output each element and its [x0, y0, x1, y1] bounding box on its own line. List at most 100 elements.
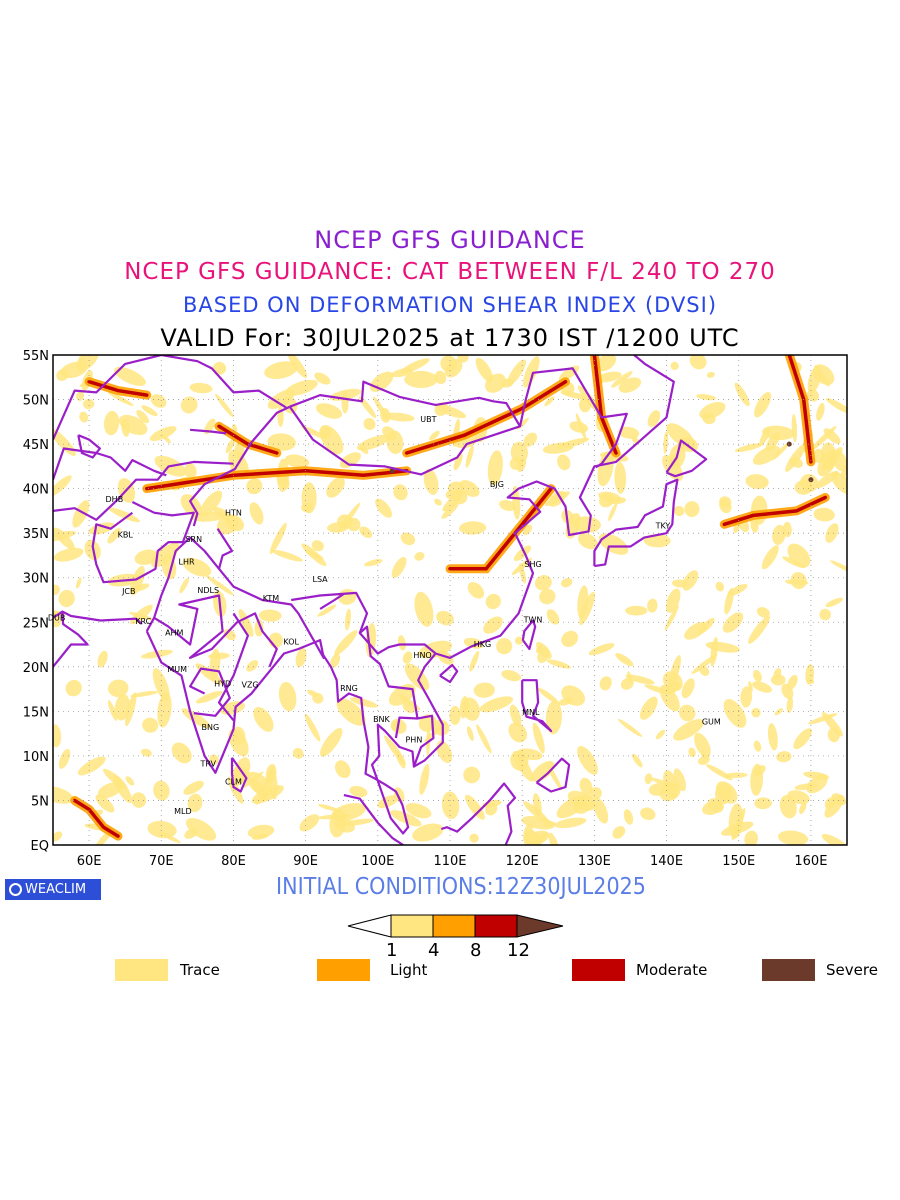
- trace-area: [719, 499, 732, 514]
- trace-area: [806, 677, 815, 685]
- colorbar-bin-3: [474, 914, 518, 938]
- trace-area: [432, 719, 450, 736]
- latitude-tick-label: 15N: [23, 705, 49, 720]
- trace-area: [734, 382, 750, 407]
- trace-area: [103, 410, 120, 436]
- product-title: NCEP GFS GUIDANCE: CAT BETWEEN F/L 240 T…: [124, 259, 776, 285]
- trace-area: [301, 543, 327, 567]
- trace-area: [662, 671, 683, 692]
- trace-area: [212, 361, 227, 375]
- trace-area: [53, 786, 74, 804]
- trace-area: [359, 526, 373, 539]
- trace-area: [794, 783, 818, 791]
- trace-area: [501, 378, 514, 388]
- trace-area: [589, 787, 602, 800]
- colorbar-over-arrow: [516, 914, 564, 938]
- valid-time: VALID For: 30JUL2025 at 1730 IST /1200 U…: [160, 324, 740, 352]
- trace-area: [464, 794, 485, 820]
- trace-area: [429, 430, 440, 441]
- station-label: MUM: [167, 665, 187, 674]
- border-line: [53, 447, 167, 481]
- border-line: [521, 619, 537, 651]
- trace-area: [76, 390, 85, 402]
- brand-label: WEACLIM: [25, 882, 87, 897]
- severe-spot: [786, 441, 792, 447]
- station-label: RNG: [340, 684, 358, 693]
- trace-area: [453, 453, 463, 471]
- trace-area: [754, 391, 772, 418]
- trace-area: [232, 726, 246, 745]
- trace-area: [287, 355, 308, 379]
- trace-area: [596, 371, 622, 383]
- trace-area: [754, 797, 772, 810]
- trace-area: [673, 718, 704, 741]
- trace-area: [790, 572, 807, 590]
- trace-area: [400, 532, 416, 546]
- legend-swatch-moderate: [572, 959, 625, 981]
- trace-area: [513, 751, 534, 782]
- trace-area: [284, 454, 310, 468]
- trace-area: [151, 542, 180, 568]
- trace-area: [639, 696, 658, 720]
- trace-area: [473, 682, 495, 698]
- trace-area: [356, 434, 390, 451]
- trace-area: [744, 830, 759, 845]
- trace-area: [772, 524, 786, 545]
- trace-area: [534, 575, 552, 591]
- station-label: HYD: [214, 679, 231, 688]
- trace-area: [612, 826, 626, 839]
- initial-conditions: INITIAL CONDITIONS:12Z30JUL2025: [276, 874, 646, 900]
- trace-area: [383, 412, 415, 422]
- station-label: NDLS: [197, 586, 219, 595]
- trace-area: [496, 638, 513, 655]
- trace-area: [627, 671, 632, 682]
- trace-area: [554, 817, 587, 829]
- trace-area: [577, 533, 598, 550]
- legend-label-trace: Trace: [180, 961, 220, 979]
- trace-area: [753, 669, 762, 683]
- trace-area: [751, 707, 761, 718]
- trace-area: [723, 772, 748, 779]
- trace-area: [558, 697, 574, 706]
- trace-area: [414, 552, 425, 561]
- method-subtitle: BASED ON DEFORMATION SHEAR INDEX (DVSI): [182, 293, 718, 317]
- trace-area: [441, 791, 460, 820]
- longitude-axis: 60E 70E 80E 90E 100E 110E 120E 130E 140E 150E 160E: [77, 854, 828, 869]
- trace-area: [434, 498, 442, 506]
- trace-area: [663, 431, 669, 454]
- trace-area: [447, 481, 464, 495]
- trace-area: [267, 433, 296, 451]
- station-label: HTN: [225, 508, 242, 517]
- trace-area: [761, 545, 779, 570]
- trace-area: [765, 432, 781, 452]
- trace-area: [702, 800, 723, 815]
- trace-area: [807, 365, 822, 394]
- trace-area: [767, 723, 778, 751]
- main-title: NCEP GFS GUIDANCE: [314, 226, 586, 254]
- border-line: [189, 405, 291, 527]
- trace-area: [249, 502, 264, 525]
- trace-area: [499, 499, 516, 511]
- border-line: [521, 679, 553, 733]
- trace-area: [326, 477, 345, 498]
- trace-area: [246, 660, 259, 672]
- border-line: [53, 610, 143, 625]
- trace-area: [200, 490, 223, 517]
- trace-area: [53, 584, 60, 595]
- border-line: [440, 782, 517, 845]
- trace-area: [182, 557, 212, 577]
- cat-field-layer: [53, 355, 847, 845]
- trace-area: [599, 676, 612, 691]
- trace-area: [113, 366, 146, 386]
- trace-area: [479, 696, 514, 713]
- trace-area: [463, 637, 484, 649]
- station-label: MNL: [522, 708, 540, 717]
- trace-area: [258, 609, 282, 622]
- trace-area: [727, 584, 748, 596]
- station-label: SRN: [185, 535, 202, 544]
- trace-area: [618, 426, 640, 439]
- trace-area: [544, 396, 555, 407]
- trace-area: [731, 807, 746, 841]
- trace-area: [673, 768, 687, 792]
- trace-area: [271, 549, 303, 562]
